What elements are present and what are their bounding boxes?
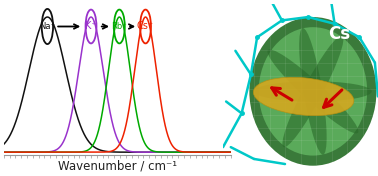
Text: K⁺: K⁺ (85, 21, 97, 32)
Ellipse shape (253, 77, 354, 116)
Ellipse shape (282, 36, 344, 147)
Text: Cs⁺: Cs⁺ (328, 25, 359, 43)
Ellipse shape (259, 27, 367, 156)
Ellipse shape (249, 17, 376, 166)
Ellipse shape (267, 49, 358, 133)
Ellipse shape (254, 81, 372, 102)
Text: Rb⁺: Rb⁺ (112, 22, 127, 31)
X-axis label: Wavenumber / cm⁻¹: Wavenumber / cm⁻¹ (57, 159, 177, 172)
Text: Na⁺: Na⁺ (39, 22, 56, 31)
Text: Cs⁺: Cs⁺ (137, 21, 154, 32)
Ellipse shape (299, 28, 327, 155)
